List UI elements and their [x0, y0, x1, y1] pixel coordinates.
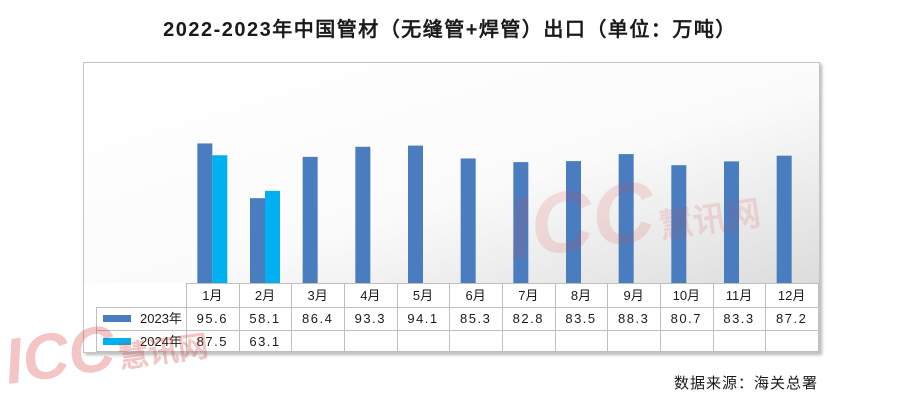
series-label-2024: 2024年: [140, 334, 182, 349]
data-table-labels: 1月 2月 3月 4月 5月 6月 7月 8月 9月 10月 11月 12月 2023年 95.6 58.1…: [103, 288, 807, 349]
value-label-2023-month-1: 95.6: [197, 311, 228, 326]
bar-2023-month-6: [460, 158, 476, 283]
month-label: 10月: [673, 288, 700, 303]
bar-2023-month-10: [671, 165, 687, 283]
month-label: 5月: [413, 288, 433, 303]
value-label-2023-month-8: 83.5: [565, 311, 596, 326]
series-label-2023: 2023年: [140, 311, 182, 326]
bar-2024-month-2: [265, 190, 280, 283]
value-label-2023-month-12: 87.2: [776, 311, 807, 326]
data-table-grid: [96, 283, 819, 352]
value-label-2024-month-1: 87.5: [197, 334, 228, 349]
month-label: 7月: [518, 288, 538, 303]
bars: [197, 143, 792, 283]
value-label-2024-month-2: 63.1: [249, 334, 280, 349]
value-label-2023-month-3: 86.4: [302, 311, 333, 326]
bar-2023-month-3: [302, 156, 318, 283]
month-label: 2月: [255, 288, 275, 303]
value-label-2023-month-7: 82.8: [513, 311, 544, 326]
plot-area: [84, 63, 819, 283]
chart-title: 2022-2023年中国管材（无缝管+焊管）出口（单位：万吨）: [163, 19, 737, 41]
month-label: 12月: [778, 288, 805, 303]
value-label-2023-month-9: 88.3: [618, 311, 649, 326]
bar-2023-month-11: [724, 161, 739, 283]
month-label: 8月: [571, 288, 591, 303]
bar-2023-month-1: [197, 143, 213, 283]
month-label: 4月: [360, 288, 380, 303]
value-label-2023-month-2: 58.1: [249, 311, 280, 326]
month-label: 3月: [308, 288, 328, 303]
bar-2023-month-7: [513, 162, 529, 283]
bar-2023-month-9: [618, 154, 634, 283]
value-label-2023-month-10: 80.7: [671, 311, 702, 326]
value-label-2023-month-6: 85.3: [460, 311, 491, 326]
value-label-2023-month-4: 93.3: [355, 311, 386, 326]
month-label: 9月: [624, 288, 644, 303]
bar-2023-month-5: [408, 145, 423, 283]
bar-2023-month-12: [776, 155, 792, 283]
legend-key-2023: [103, 315, 131, 322]
month-label: 6月: [466, 288, 486, 303]
bar-2023-month-2: [250, 198, 265, 283]
bar-2023-month-8: [566, 161, 581, 283]
legend-key-2024: [103, 338, 131, 345]
month-label: 1月: [202, 288, 222, 303]
data-source: 数据来源：海关总署: [673, 375, 818, 392]
value-label-2023-month-5: 94.1: [407, 311, 438, 326]
bar-2024-month-1: [212, 155, 228, 283]
value-label-2023-month-11: 83.3: [723, 311, 754, 326]
month-label: 11月: [726, 288, 753, 303]
bar-2023-month-4: [355, 146, 371, 283]
